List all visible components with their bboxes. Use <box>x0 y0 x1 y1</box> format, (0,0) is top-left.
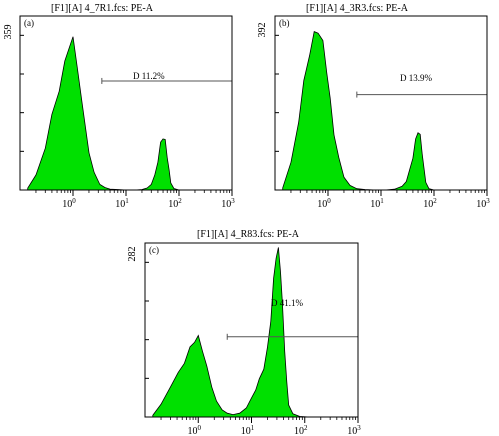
y-max-label: 359 <box>3 25 14 40</box>
x-tick-label: 102 <box>168 197 182 210</box>
panel-label: (a) <box>24 18 34 28</box>
panel-label: (c) <box>149 245 159 255</box>
x-axis-ticks: 100 101 102 103 <box>290 190 490 210</box>
histogram-area <box>27 36 189 191</box>
x-tick-exponent: 2 <box>304 424 308 432</box>
x-tick-label: 101 <box>241 424 255 436</box>
x-tick-label: 102 <box>294 424 308 436</box>
y-axis-ticks <box>275 34 279 152</box>
gate-label: D 11.2% <box>133 71 165 81</box>
gate-label: D 41.1% <box>271 298 303 308</box>
histogram-fill <box>282 31 444 191</box>
x-tick-label: 100 <box>62 197 76 210</box>
gate-marker <box>226 333 358 340</box>
x-tick-exponent: 1 <box>125 197 129 205</box>
x-tick-exponent: 0 <box>72 197 76 205</box>
histogram-fill <box>152 247 310 418</box>
x-tick-exponent: 1 <box>251 424 255 432</box>
x-axis-ticks: 100 101 102 103 <box>160 417 361 436</box>
histogram-panel-c: [F1][A] 4_R83.fcs: PE-A 282 (c) D 41.1% … <box>127 229 361 436</box>
chart-title: [F1][A] 4_7R1.fcs: PE-A <box>51 3 154 14</box>
chart-title: [F1][A] 4_3R3.fcs: PE-A <box>306 3 409 14</box>
x-tick-label: 101 <box>115 197 129 210</box>
y-axis-ticks <box>20 34 24 152</box>
x-tick-label: 103 <box>347 424 361 436</box>
histogram-fill <box>27 36 189 191</box>
gate-marker <box>356 91 487 98</box>
x-tick-label: 100 <box>188 424 202 436</box>
x-tick-exponent: 3 <box>357 424 361 432</box>
histogram-area <box>152 247 310 418</box>
x-tick-exponent: 2 <box>433 197 437 205</box>
gate-marker <box>101 77 232 84</box>
y-max-label: 392 <box>257 23 268 38</box>
panel-label: (b) <box>279 18 290 28</box>
x-tick-exponent: 1 <box>380 197 384 205</box>
x-tick-exponent: 0 <box>327 197 331 205</box>
x-tick-label: 101 <box>370 197 384 210</box>
x-tick-exponent: 3 <box>231 197 235 205</box>
x-tick-label: 103 <box>221 197 235 210</box>
x-tick-exponent: 3 <box>486 197 490 205</box>
x-tick-exponent: 2 <box>178 197 182 205</box>
x-tick-label: 103 <box>476 197 490 210</box>
histogram-panel-a: [F1][A] 4_7R1.fcs: PE-A 359 (a) D 11.2% … <box>3 3 235 210</box>
x-tick-label: 102 <box>423 197 437 210</box>
y-max-label: 282 <box>127 247 138 262</box>
x-tick-label: 100 <box>317 197 331 210</box>
x-axis-ticks: 100 101 102 103 <box>35 190 235 210</box>
histogram-area <box>282 31 444 191</box>
gate-label: D 13.9% <box>400 73 432 83</box>
x-tick-exponent: 0 <box>198 424 202 432</box>
chart-title: [F1][A] 4_R83.fcs: PE-A <box>197 229 300 240</box>
histogram-panel-b: [F1][A] 4_3R3.fcs: PE-A 392 (b) D 13.9% … <box>257 3 490 210</box>
y-axis-ticks <box>145 261 149 379</box>
